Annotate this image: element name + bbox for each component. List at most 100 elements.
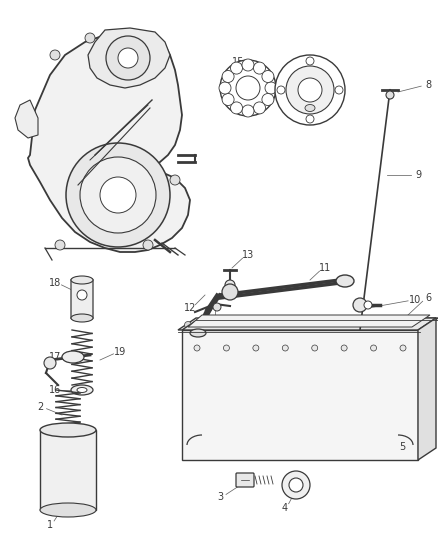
Circle shape [277, 321, 284, 328]
Circle shape [106, 36, 150, 80]
Circle shape [219, 82, 231, 94]
Circle shape [286, 66, 334, 114]
Ellipse shape [71, 276, 93, 284]
Text: 10: 10 [409, 295, 421, 305]
Circle shape [312, 345, 318, 351]
Text: 14: 14 [312, 57, 324, 67]
Circle shape [80, 157, 156, 233]
Circle shape [341, 345, 347, 351]
Circle shape [254, 62, 265, 74]
Text: 1: 1 [47, 520, 53, 530]
Circle shape [353, 298, 367, 312]
Circle shape [371, 345, 377, 351]
Polygon shape [182, 318, 436, 330]
Polygon shape [182, 330, 418, 460]
Circle shape [275, 55, 345, 125]
Circle shape [262, 70, 274, 83]
Polygon shape [418, 318, 436, 460]
Circle shape [424, 321, 431, 328]
Text: 17: 17 [49, 352, 61, 362]
Circle shape [170, 175, 180, 185]
Circle shape [230, 102, 243, 114]
Circle shape [240, 321, 247, 328]
Text: 2: 2 [37, 402, 43, 412]
Ellipse shape [336, 275, 354, 287]
Text: 8: 8 [425, 80, 431, 90]
Ellipse shape [71, 385, 93, 395]
Circle shape [253, 345, 259, 351]
Text: 13: 13 [242, 250, 254, 260]
Circle shape [282, 345, 288, 351]
Circle shape [242, 59, 254, 71]
Circle shape [306, 115, 314, 123]
Circle shape [406, 321, 413, 328]
Circle shape [314, 321, 321, 328]
Circle shape [289, 478, 303, 492]
Circle shape [282, 471, 310, 499]
Text: 15: 15 [232, 57, 244, 67]
Polygon shape [178, 318, 438, 330]
Circle shape [143, 240, 153, 250]
Circle shape [236, 76, 260, 100]
Polygon shape [188, 315, 430, 327]
Circle shape [295, 321, 302, 328]
Polygon shape [15, 100, 38, 138]
Circle shape [335, 86, 343, 94]
Circle shape [254, 102, 265, 114]
Circle shape [220, 60, 276, 116]
Circle shape [242, 105, 254, 117]
Text: 5: 5 [399, 442, 405, 452]
Circle shape [194, 345, 200, 351]
Text: 18: 18 [49, 278, 61, 288]
Circle shape [55, 240, 65, 250]
Text: 19: 19 [114, 347, 126, 357]
Circle shape [262, 93, 274, 106]
Circle shape [277, 86, 285, 94]
Circle shape [332, 321, 339, 328]
Text: 16: 16 [49, 385, 61, 395]
Text: 6: 6 [425, 293, 431, 303]
Circle shape [222, 93, 234, 106]
Circle shape [223, 345, 230, 351]
Circle shape [258, 321, 265, 328]
Polygon shape [88, 28, 170, 88]
Circle shape [386, 91, 394, 99]
Text: 7: 7 [212, 297, 218, 307]
FancyBboxPatch shape [236, 473, 254, 487]
Circle shape [306, 57, 314, 65]
Circle shape [44, 357, 56, 369]
Ellipse shape [190, 329, 206, 337]
Text: 9: 9 [415, 170, 421, 180]
Circle shape [118, 48, 138, 68]
Ellipse shape [62, 351, 84, 363]
Text: 12: 12 [184, 303, 196, 313]
Circle shape [400, 345, 406, 351]
FancyBboxPatch shape [71, 279, 93, 319]
Circle shape [213, 303, 221, 311]
Circle shape [230, 62, 243, 74]
Circle shape [298, 78, 322, 102]
Circle shape [364, 301, 372, 309]
Circle shape [222, 70, 234, 83]
Ellipse shape [71, 314, 93, 322]
Circle shape [50, 50, 60, 60]
Text: 4: 4 [282, 503, 288, 513]
Circle shape [184, 321, 191, 328]
Ellipse shape [77, 387, 87, 392]
Circle shape [369, 321, 376, 328]
Ellipse shape [40, 503, 96, 517]
Circle shape [225, 280, 235, 290]
Circle shape [265, 82, 277, 94]
Polygon shape [28, 30, 190, 252]
Circle shape [351, 321, 358, 328]
Circle shape [77, 290, 87, 300]
Circle shape [388, 321, 395, 328]
Text: 11: 11 [319, 263, 331, 273]
Ellipse shape [305, 104, 315, 111]
Circle shape [222, 321, 229, 328]
Circle shape [222, 284, 238, 300]
Circle shape [203, 321, 210, 328]
Bar [40, 430, 96, 510]
Circle shape [100, 177, 136, 213]
Circle shape [66, 143, 170, 247]
